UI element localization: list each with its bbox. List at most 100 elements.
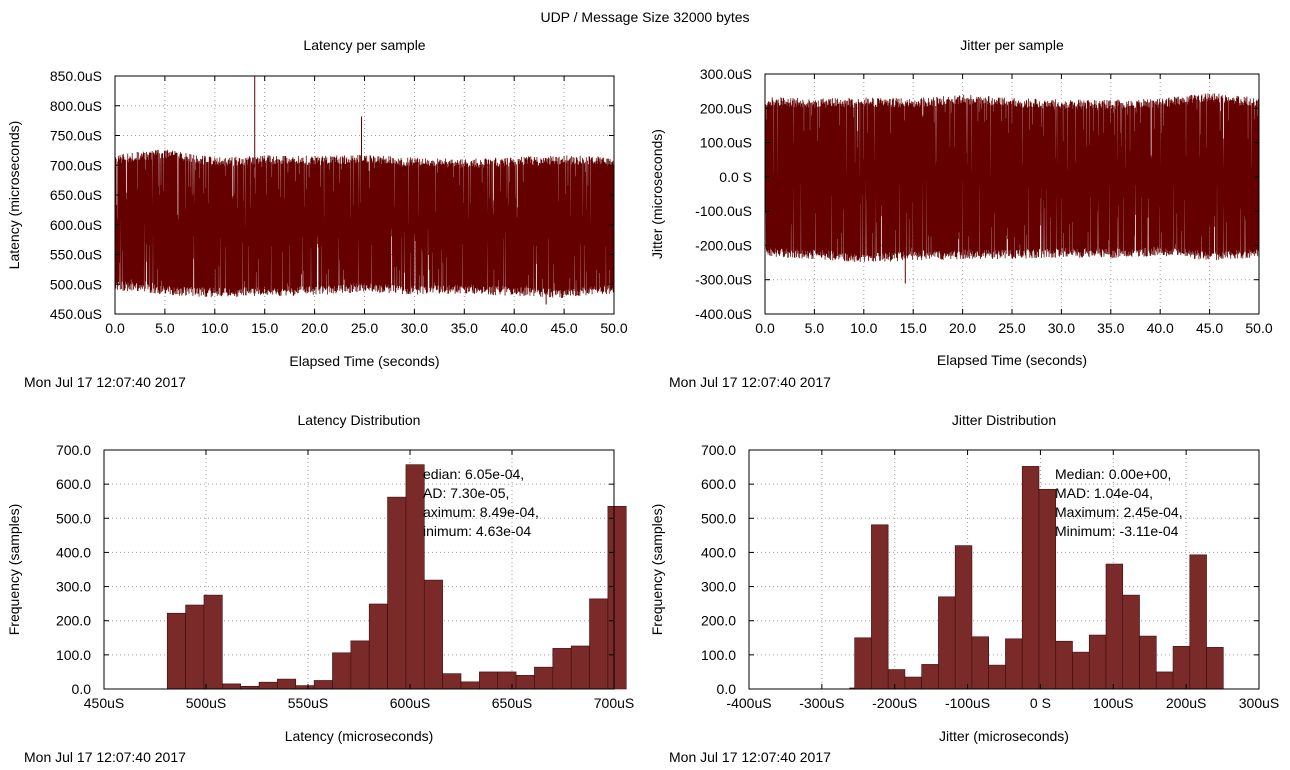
x-tick-label: 25.0: [998, 320, 1025, 336]
histogram-bar: [854, 637, 872, 690]
chart-latency-per-sample: 0.0 5.0 10.0 15.0 20.0 25.0 30.0 35.0 40.0 45.0 50…: [6, 37, 628, 390]
bars: [849, 466, 1224, 690]
x-tick-label: 600uS: [390, 695, 430, 711]
x-tick-label: 15.0: [900, 320, 927, 336]
plot-frame: [103, 449, 615, 690]
histogram-bar: [1172, 646, 1191, 690]
histogram-bar: [258, 681, 278, 690]
stats-line: inimum: 4.63e-04: [423, 523, 531, 539]
timestamp: Mon Jul 17 12:07:40 2017: [24, 749, 186, 765]
histogram-bar: [552, 648, 572, 690]
x-tick-label: 40.0: [1147, 320, 1174, 336]
histogram-bar: [515, 675, 535, 690]
y-tick-label: 500.0: [56, 510, 91, 526]
histogram-bar: [1055, 640, 1073, 690]
y-tick-label: 400.0: [701, 544, 736, 560]
y-axis-label: Frequency (samples): [6, 504, 22, 636]
histogram-bar: [479, 671, 499, 690]
bars: [166, 464, 627, 690]
y-tick-label: 700.0: [56, 442, 91, 458]
histogram-bar: [313, 680, 333, 690]
histogram-bar: [497, 671, 517, 690]
chart-title: Latency Distribution: [298, 412, 421, 428]
y-tick-label: 300.0: [701, 579, 736, 595]
timestamp: Mon Jul 17 12:07:40 2017: [24, 374, 186, 390]
y-tick-label: 0.0: [717, 681, 737, 697]
stats-annotation: edian: 6.05e-04, AD: 7.30e-05, aximum: 8.4…: [423, 466, 539, 539]
y-tick-label: -300.0uS: [695, 272, 752, 288]
y-tick-label: 100.0uS: [700, 135, 752, 151]
y-tick-label: 500.0: [701, 510, 736, 526]
y-tick-label: 500.0uS: [50, 276, 102, 292]
x-tick-label: 50.0: [600, 320, 627, 336]
y-tick-label: 100.0: [701, 647, 736, 663]
stats-line: AD: 7.30e-05,: [423, 485, 509, 501]
x-tick-label: 5.0: [805, 320, 825, 336]
histogram-bar: [971, 636, 990, 690]
histogram-bar: [1072, 651, 1090, 690]
chart-title: Latency per sample: [303, 37, 425, 53]
stats-line: Maximum: 2.45e-04,: [1055, 504, 1183, 520]
x-tick-label: 25.0: [351, 320, 378, 336]
x-tick-label: 20.0: [949, 320, 976, 336]
y-tick-label: 550.0uS: [50, 247, 102, 263]
y-tick-label: -100.0uS: [695, 203, 752, 219]
histogram-bar: [921, 664, 939, 690]
x-tick-label: 15.0: [251, 320, 278, 336]
figure-title: UDP / Message Size 32000 bytes: [540, 9, 750, 25]
y-tick-label: 450.0uS: [50, 306, 102, 322]
y-tick-label: 100.0: [56, 647, 91, 663]
histogram-bar: [442, 673, 462, 690]
histogram-bar: [589, 598, 609, 690]
stats-line: Median: 0.00e+00,: [1055, 466, 1171, 482]
x-tick-label: 0.0: [105, 320, 125, 336]
x-tick-label: 45.0: [1196, 320, 1223, 336]
histogram-bar: [904, 676, 922, 690]
x-tick-label: 50.0: [1245, 320, 1272, 336]
histogram-bar: [1155, 671, 1174, 690]
y-tick-label: 200.0: [56, 613, 91, 629]
timestamp: Mon Jul 17 12:07:40 2017: [669, 749, 831, 765]
x-tick-label: 0.0: [755, 320, 775, 336]
plot-frame: [748, 449, 1260, 690]
histogram-bar: [871, 524, 889, 690]
x-tick-label: 200uS: [1166, 695, 1206, 711]
x-tick-label: -300uS: [799, 695, 844, 711]
y-tick-label: 300.0: [56, 579, 91, 595]
histogram-bar: [460, 681, 480, 690]
y-tick-label: 600.0: [701, 476, 736, 492]
histogram-bar: [222, 683, 241, 690]
histogram-bar: [1189, 554, 1207, 690]
histogram-bar: [534, 666, 554, 690]
histogram-bar: [988, 664, 1006, 690]
histogram-bar: [350, 640, 370, 690]
histogram-bar: [887, 669, 906, 690]
stats-annotation: Median: 0.00e+00, MAD: 1.04e-04, Maximum: …: [1055, 466, 1183, 539]
axis-ticks: 450uS 500uS 550uS 600uS 650uS 700uS 0.0 100.0 20…: [56, 442, 634, 711]
x-tick-label: 0 S: [1030, 695, 1051, 711]
timestamp: Mon Jul 17 12:07:40 2017: [669, 374, 831, 390]
chart-latency-distribution: 450uS 500uS 550uS 600uS 650uS 700uS 0.0 100.0 20…: [6, 412, 634, 765]
y-tick-label: 850.0uS: [50, 68, 102, 84]
histogram-bar: [1206, 647, 1224, 690]
y-tick-label: 300.0uS: [700, 66, 752, 82]
y-tick-label: 700.0uS: [50, 157, 102, 173]
histogram-bar: [332, 652, 352, 690]
y-axis-label: Frequency (samples): [649, 504, 665, 636]
x-tick-label: 10.0: [201, 320, 228, 336]
axis-ticks: -400uS -300uS -200uS -100uS 0 S 100uS 200uS 300…: [701, 442, 1279, 711]
x-tick-label: 5.0: [155, 320, 175, 336]
stats-line: aximum: 8.49e-04,: [423, 504, 539, 520]
x-axis-label: Jitter (microseconds): [939, 728, 1069, 744]
histogram-bar: [423, 579, 443, 690]
stats-line: MAD: 1.04e-04,: [1055, 485, 1153, 501]
series-trace: [114, 149, 615, 299]
histogram-bar: [203, 594, 223, 690]
axis-ticks: 0.0 5.0 10.0 15.0 20.0 25.0 30.0 35.0 40.0 45.0 50…: [50, 68, 628, 336]
stats-line: Minimum: -3.11e-04: [1055, 523, 1179, 539]
x-tick-label: -400uS: [726, 695, 771, 711]
x-tick-label: 35.0: [1097, 320, 1124, 336]
histogram-bar: [607, 506, 627, 690]
x-tick-label: 300uS: [1239, 695, 1279, 711]
y-tick-label: 400.0: [56, 544, 91, 560]
